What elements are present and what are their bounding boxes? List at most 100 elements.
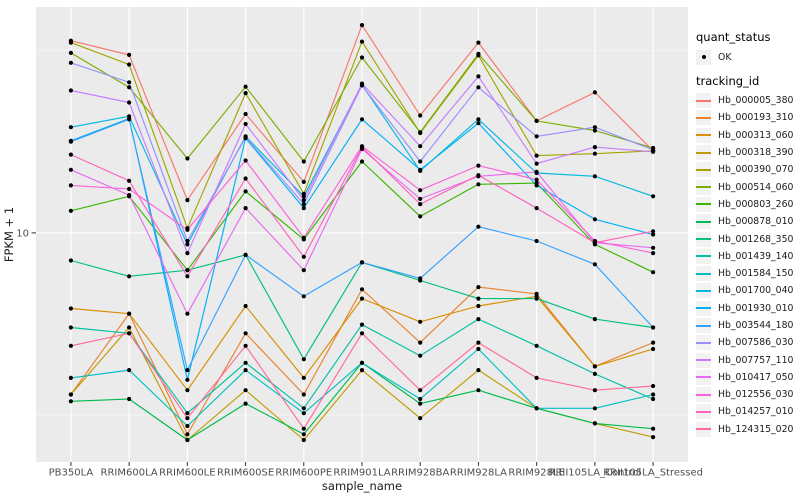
legend-item-Hb_000193_310: Hb_000193_310	[696, 109, 793, 126]
legend-item-label: Hb_000005_380	[718, 95, 794, 107]
data-point	[418, 144, 423, 149]
data-point	[68, 40, 73, 45]
data-point	[301, 411, 306, 416]
data-point	[418, 159, 423, 164]
data-point	[418, 276, 423, 281]
data-point	[651, 346, 656, 352]
legend-item-Hb_003544_180: Hb_003544_180	[696, 317, 793, 334]
data-point	[418, 388, 423, 393]
legend-item-Hb_124315_020: Hb_124315_020	[696, 421, 793, 438]
legend-item-Hb_000514_060: Hb_000514_060	[696, 178, 793, 195]
data-point	[185, 238, 190, 244]
data-point	[476, 340, 481, 345]
data-point	[243, 135, 248, 140]
data-point	[127, 186, 132, 192]
x-tick-label: RRIM928BA	[391, 468, 449, 479]
legend-key-swatch	[696, 300, 711, 316]
data-point	[301, 406, 306, 411]
data-point	[651, 392, 656, 397]
data-point	[418, 130, 423, 135]
data-point	[359, 322, 365, 327]
legend-item-label: Hb_014257_010	[718, 406, 794, 418]
legend-key-swatch	[696, 266, 711, 282]
legend-item-Hb_000313_060: Hb_000313_060	[696, 127, 793, 144]
data-point	[243, 206, 248, 211]
data-point	[359, 331, 365, 336]
data-point	[185, 432, 190, 437]
legend-item-label: Hb_010417_050	[718, 371, 794, 383]
data-point	[418, 396, 423, 402]
legend-item-label: Hb_003544_180	[718, 320, 794, 331]
legend-item-label: Hb_124315_020	[718, 423, 794, 435]
legend-item-Hb_007757_110: Hb_007757_110	[696, 351, 793, 368]
data-point	[127, 52, 132, 58]
data-point	[301, 194, 306, 199]
data-point	[651, 325, 656, 330]
legend-key-swatch	[696, 110, 711, 126]
data-point	[359, 260, 365, 265]
data-point	[243, 158, 248, 163]
data-point	[476, 285, 481, 290]
data-point	[418, 202, 423, 207]
data-point	[592, 421, 598, 426]
data-point	[651, 383, 656, 389]
data-point	[127, 325, 132, 330]
legend-tracking-id-items: Hb_000005_380 Hb_000193_310 Hb_000313_060 H…	[696, 92, 793, 438]
data-point	[534, 238, 539, 244]
data-point	[127, 331, 132, 336]
data-point	[301, 159, 306, 164]
x-tick-label: RRIM600LE	[159, 468, 215, 479]
data-point	[534, 161, 539, 166]
data-point	[534, 296, 539, 301]
data-point	[243, 331, 248, 336]
x-tick-label: RRIM600PE	[275, 468, 332, 479]
data-point	[651, 229, 656, 234]
data-point	[301, 202, 306, 207]
legend-item-Hb_001584_150: Hb_001584_150	[696, 265, 793, 282]
legend-key-swatch	[696, 335, 711, 351]
data-point	[68, 183, 73, 188]
data-point	[534, 134, 539, 139]
data-point	[301, 357, 306, 362]
legend-quant-status-title: quant_status	[696, 30, 771, 44]
legend-item-Hb_007586_030: Hb_007586_030	[696, 334, 793, 351]
data-point	[476, 40, 481, 45]
data-point	[185, 377, 190, 382]
data-point	[127, 80, 132, 85]
data-point	[359, 287, 365, 292]
legend-item-label: Hb_007586_030	[718, 337, 794, 349]
data-point	[301, 426, 306, 431]
data-point	[127, 368, 132, 373]
data-point	[651, 232, 656, 237]
legend-item-label: Hb_000390_070	[718, 164, 794, 176]
data-point	[68, 60, 73, 65]
line-swatch-icon	[696, 238, 711, 241]
data-point	[185, 274, 190, 279]
data-point	[127, 274, 132, 279]
data-point	[418, 340, 423, 345]
data-point	[534, 406, 539, 411]
data-point	[418, 188, 423, 193]
y-axis-title: FPKM + 1	[2, 207, 16, 262]
data-point	[301, 235, 306, 240]
data-point	[185, 311, 190, 316]
data-point	[185, 388, 190, 393]
data-point	[476, 317, 481, 322]
data-point	[301, 432, 306, 437]
legend-item-label: Hb_000514_060	[718, 181, 794, 193]
data-point	[301, 294, 306, 299]
legend-item-label: Hb_001439_140	[718, 250, 794, 262]
data-point	[592, 151, 598, 156]
data-point	[185, 198, 190, 203]
data-point	[651, 270, 656, 275]
data-point	[127, 100, 132, 105]
data-point	[68, 306, 73, 311]
data-point	[476, 182, 481, 187]
data-point	[243, 252, 248, 257]
legend-item-label: Hb_000878_010	[718, 216, 794, 228]
x-tick-label: RRIM600LA	[101, 468, 158, 479]
data-point	[476, 388, 481, 393]
legend-key-swatch	[696, 369, 711, 385]
data-point	[68, 325, 73, 330]
